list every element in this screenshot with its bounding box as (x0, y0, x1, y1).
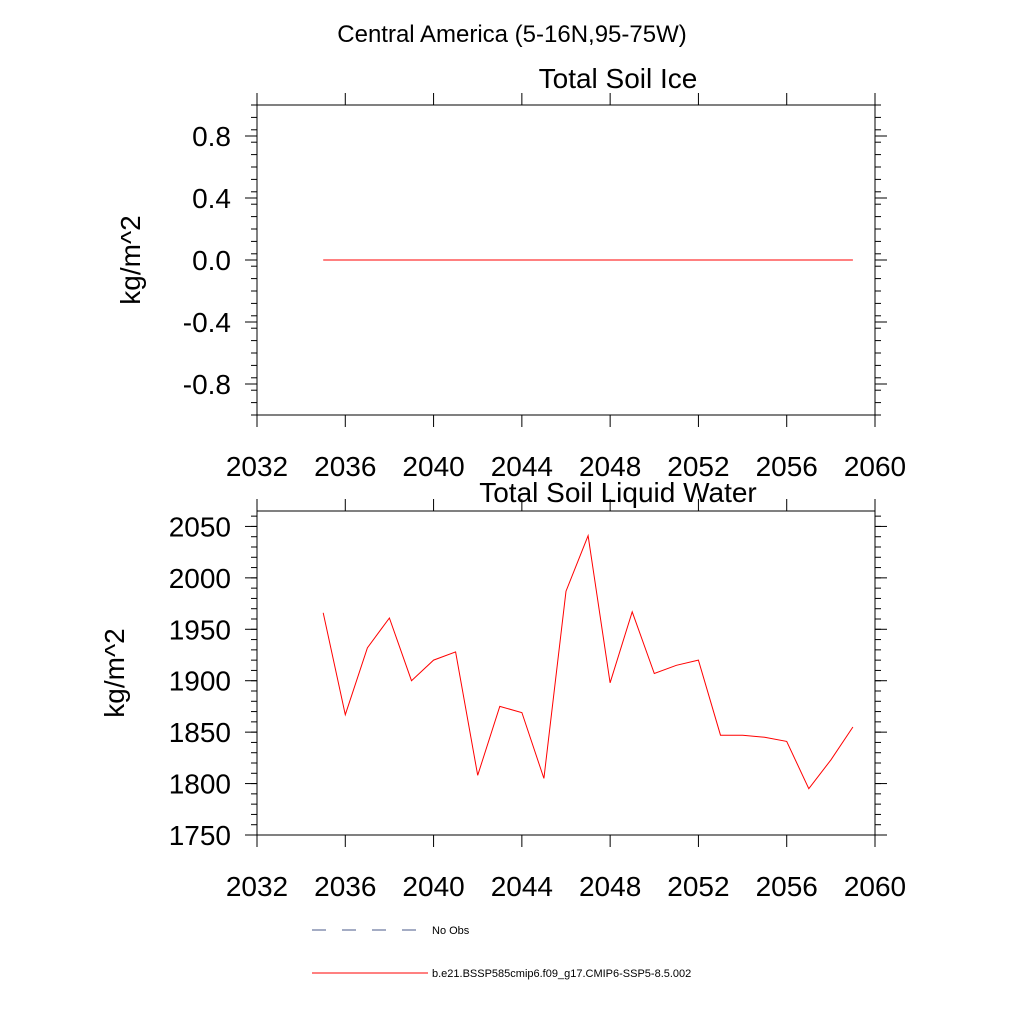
y-tick-label: 1850 (169, 717, 231, 748)
panel-total-soil-liquid-water: Total Soil Liquid Water kg/m^2 2032 2036 204… (99, 477, 906, 902)
x-tick-label: 2060 (844, 871, 906, 902)
y-tick-label: 2050 (169, 511, 231, 542)
y-tick-label: -0.8 (183, 369, 231, 400)
x-tick-label: 2052 (667, 871, 729, 902)
figure-suptitle: Central America (5-16N,95-75W) (337, 21, 686, 48)
y-tick-label: 1800 (169, 769, 231, 800)
panel-title-soil-ice: Total Soil Ice (539, 63, 698, 94)
x-tick-label: 2036 (314, 451, 376, 482)
legend-label-model-run: b.e21.BSSP585cmip6.f09_g17.CMIP6-SSP5-8.… (432, 968, 691, 980)
x-tick-label: 2056 (756, 451, 818, 482)
x-tick-label: 2052 (667, 451, 729, 482)
x-tick-label: 2044 (491, 871, 553, 902)
y-axis-label-soil-liquid-water: kg/m^2 (99, 628, 130, 717)
series-line-soil-liquid-water (322, 533, 854, 790)
x-tick-label: 2032 (226, 451, 288, 482)
y-tick-label: 0.4 (192, 183, 231, 214)
legend: No Obs b.e21.BSSP585cmip6.f09_g17.CMIP6-… (312, 925, 691, 980)
y-tick-label: 0.8 (192, 121, 231, 152)
plot-frame-soil-liquid-water (256, 510, 876, 836)
panel-total-soil-ice: Total Soil Ice kg/m^2 2032 2036 2040 2044 2048… (115, 63, 906, 482)
x-tick-label: 2056 (756, 871, 818, 902)
x-tick-label: 2044 (491, 451, 553, 482)
legend-label-no-obs: No Obs (432, 925, 470, 937)
y-tick-label: 1950 (169, 614, 231, 645)
x-tick-label: 2040 (402, 451, 464, 482)
x-tick-label: 2032 (226, 871, 288, 902)
y-tick-label: 0.0 (192, 245, 231, 276)
y-tick-label: 1900 (169, 666, 231, 697)
x-tick-label: 2036 (314, 871, 376, 902)
y-tick-label: 2000 (169, 563, 231, 594)
x-tick-label: 2048 (579, 871, 641, 902)
x-tick-label: 2060 (844, 451, 906, 482)
y-axis-label-soil-ice: kg/m^2 (115, 215, 146, 304)
y-tick-label: 1750 (169, 820, 231, 851)
x-tick-label: 2040 (402, 871, 464, 902)
panel-title-soil-liquid-water: Total Soil Liquid Water (479, 477, 757, 508)
y-tick-label: -0.4 (183, 307, 231, 338)
x-tick-label: 2048 (579, 451, 641, 482)
